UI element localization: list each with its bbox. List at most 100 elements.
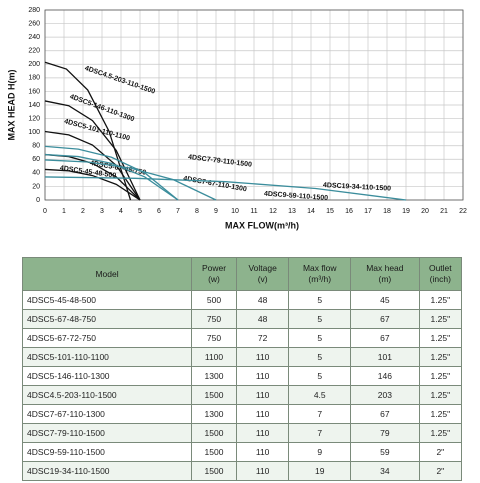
x-tick-label: 6 (157, 208, 161, 215)
x-tick-label: 14 (307, 208, 315, 215)
y-tick-label: 220 (28, 48, 40, 55)
y-tick-label: 60 (32, 156, 40, 163)
table-cell: 4DSC7-79-110-1500 (21, 423, 193, 443)
table-cell: 67 (350, 404, 420, 424)
table-cell: 4DSC5-101-110-1100 (21, 347, 193, 367)
table-cell: 67 (350, 328, 420, 348)
pump-curve (44, 176, 407, 201)
table-cell: 4DSC7-67-110-1300 (21, 404, 193, 424)
table-row: 4DSC7-67-110-1300 1300 110 7 67 1.25" (21, 404, 463, 424)
table-cell: 2" (418, 442, 463, 462)
table-cell: 5 (288, 347, 352, 367)
table-cell: 110 (235, 385, 290, 405)
pump-curve (44, 145, 179, 201)
table-cell: 1.25" (418, 347, 463, 367)
table-cell: 2" (418, 461, 463, 481)
table-cell: 4.5 (288, 385, 352, 405)
table-cell: 110 (235, 423, 290, 443)
y-tick-label: 20 (32, 183, 40, 190)
table-row: 4DSC19-34-110-1500 1500 110 19 34 2" (21, 461, 463, 481)
table-row: 4DSC4.5-203-110-1500 1500 110 4.5 203 1.25" (21, 385, 463, 405)
header-cell: Model (21, 257, 193, 291)
table-cell: 9 (288, 442, 352, 462)
table-cell: 4DSC9-59-110-1500 (21, 442, 193, 462)
table-cell: 1.25" (418, 366, 463, 386)
table-row: 4DSC5-67-48-750 750 48 5 67 1.25" (21, 309, 463, 329)
table-cell: 750 (191, 309, 237, 329)
curve-label: 4DSC7-67-110-1300 (183, 175, 248, 193)
x-tick-label: 21 (440, 208, 448, 215)
pump-curve (44, 61, 132, 201)
x-tick-label: 15 (326, 208, 334, 215)
header-row: Model Power (w) Voltage (v) Max flow (m³/h)… (21, 257, 463, 291)
table-row: 4DSC9-59-110-1500 1500 110 9 59 2" (21, 442, 463, 462)
table-cell: 48 (235, 309, 290, 329)
curve-label: 4DSC5-101-110-1100 (63, 118, 130, 142)
table-cell: 500 (191, 290, 237, 310)
table-cell: 110 (235, 404, 290, 424)
table-cell: 1500 (191, 442, 237, 462)
x-tick-label: 8 (195, 208, 199, 215)
table-cell: 5 (288, 366, 352, 386)
table-cell: 1100 (191, 347, 237, 367)
y-tick-label: 0 (36, 197, 40, 204)
table-row: 4DSC5-67-72-750 750 72 5 67 1.25" (21, 328, 463, 348)
y-tick-label: 180 (28, 75, 40, 82)
table-cell: 4DSC4.5-203-110-1500 (21, 385, 193, 405)
y-tick-label: 100 (28, 129, 40, 136)
curve-label: 4DSC7-79-110-1500 (188, 154, 253, 169)
y-tick-label: 260 (28, 20, 40, 27)
table-cell: 7 (288, 404, 352, 424)
table-row: 4DSC5-45-48-500 500 48 5 45 1.25" (21, 290, 463, 310)
pump-curve (44, 168, 141, 201)
table-cell: 1.25" (418, 290, 463, 310)
table-cell: 110 (235, 347, 290, 367)
table-cell: 4DSC5-67-72-750 (21, 328, 193, 348)
plot-frame (44, 9, 464, 201)
table-cell: 110 (235, 461, 290, 481)
table-row: 4DSC5-146-110-1300 1300 110 5 146 1.25" (21, 366, 463, 386)
y-tick-label: 240 (28, 34, 40, 41)
table-cell: 101 (350, 347, 420, 367)
header-cell: Power (w) (191, 257, 237, 291)
y-tick-label: 140 (28, 102, 40, 109)
header-cell: Max head (m) (350, 257, 420, 291)
table-cell: 1.25" (418, 328, 463, 348)
table-cell: 1.25" (418, 404, 463, 424)
table-cell: 1.25" (418, 309, 463, 329)
y-tick-label: 280 (28, 7, 40, 14)
x-tick-label: 20 (421, 208, 429, 215)
table-cell: 7 (288, 423, 352, 443)
table-cell: 1500 (191, 385, 237, 405)
table-cell: 5 (288, 328, 352, 348)
x-axis-title: MAX FLOW(m³/h) (225, 220, 299, 230)
header-cell: Outlet (inch) (418, 257, 463, 291)
table-cell: 110 (235, 366, 290, 386)
table-cell: 4DSC5-45-48-500 (21, 290, 193, 310)
header-cell: Voltage (v) (235, 257, 290, 291)
curve-label: 4DSC19-34-110-1500 (323, 182, 391, 193)
spec-table: Model Power (w) Voltage (v) Max flow (m³/h)… (21, 257, 463, 481)
x-tick-label: 12 (269, 208, 277, 215)
x-tick-label: 1 (62, 208, 66, 215)
x-tick-label: 9 (214, 208, 218, 215)
x-tick-label: 18 (383, 208, 391, 215)
x-tick-label: 5 (138, 208, 142, 215)
pump-curve (44, 130, 141, 201)
table-cell: 79 (350, 423, 420, 443)
table-cell: 1500 (191, 423, 237, 443)
table-cell: 67 (350, 309, 420, 329)
table-cell: 146 (350, 366, 420, 386)
x-tick-label: 3 (100, 208, 104, 215)
table-cell: 4DSC5-67-48-750 (21, 309, 193, 329)
table-cell: 1300 (191, 404, 237, 424)
x-tick-label: 19 (402, 208, 410, 215)
table-cell: 45 (350, 290, 420, 310)
x-tick-label: 11 (250, 208, 257, 215)
table-cell: 4DSC5-146-110-1300 (21, 366, 193, 386)
table-cell: 5 (288, 309, 352, 329)
table-row: 4DSC7-79-110-1500 1500 110 7 79 1.25" (21, 423, 463, 443)
table-cell: 750 (191, 328, 237, 348)
pump-curve (44, 159, 217, 201)
